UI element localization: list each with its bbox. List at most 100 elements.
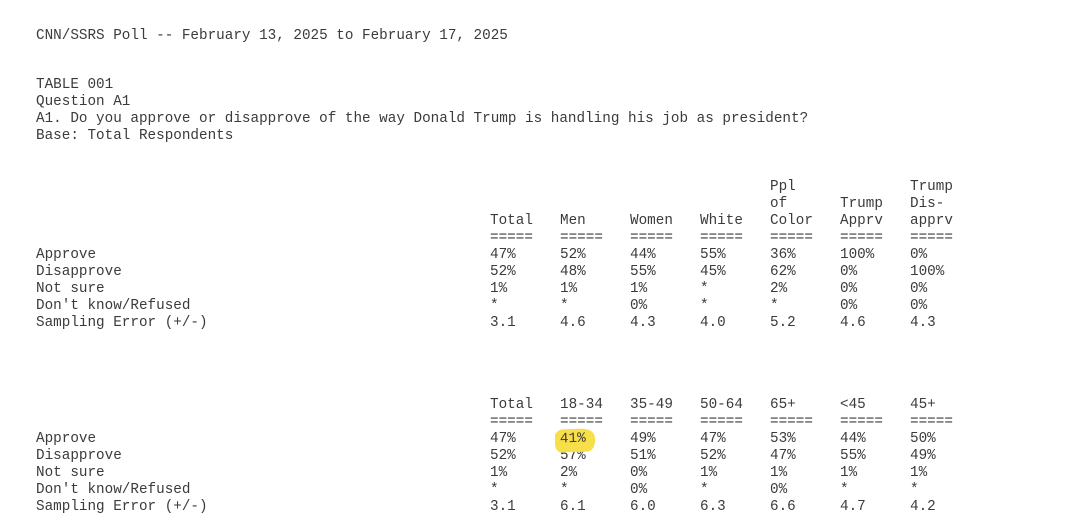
- value-cell: 100%: [840, 247, 875, 263]
- value-cell: 1%: [910, 465, 928, 481]
- value-cell: 0%: [840, 264, 858, 280]
- value-cell: 51%: [630, 448, 656, 464]
- base-text: Base: Total Respondents: [36, 128, 234, 144]
- table-row: Don't know/Refused * * 0% * * 0% 0%: [36, 298, 980, 315]
- row-label: Approve: [36, 431, 97, 447]
- column-header: 65+: [770, 397, 796, 413]
- header-underline: =====: [700, 414, 743, 430]
- value-cell: *: [700, 482, 709, 498]
- value-cell: 1%: [490, 281, 508, 297]
- table-row: Approve 47% 41% 49% 47% 53% 44% 50%: [36, 428, 980, 453]
- row-label: Don't know/Refused: [36, 482, 191, 498]
- value-cell: 0%: [630, 482, 648, 498]
- value-cell: 1%: [560, 281, 578, 297]
- value-cell: 6.0: [630, 499, 656, 515]
- value-cell: 3.1: [490, 315, 516, 331]
- value-cell: 52%: [700, 448, 726, 464]
- value-cell: 0%: [770, 482, 788, 498]
- value-cell: 4.2: [910, 499, 936, 515]
- value-cell: 0%: [910, 298, 928, 314]
- table-header-row: Total 18-34 35-49 50-64 65+ <45 45+: [36, 397, 980, 414]
- table-row: Not sure 1% 1% 1% * 2% 0% 0%: [36, 281, 980, 298]
- value-cell: *: [840, 482, 849, 498]
- value-cell: 55%: [840, 448, 866, 464]
- column-header: Men: [560, 213, 586, 229]
- value-cell: *: [560, 482, 569, 498]
- value-cell: 0%: [630, 298, 648, 314]
- table-header-row: Total Men Women White Ppl of Color Trump…: [36, 179, 980, 230]
- value-cell: 47%: [490, 247, 516, 263]
- value-cell: *: [700, 281, 709, 297]
- value-cell: 4.6: [560, 315, 586, 331]
- value-cell: 1%: [840, 465, 858, 481]
- table-demographics: Total Men Women White Ppl of Color Trump…: [36, 179, 980, 332]
- table-separator-row: ===== ===== ===== ===== ===== ===== ====…: [36, 230, 980, 247]
- value-cell: 100%: [910, 264, 945, 280]
- table-row: Don't know/Refused * * 0% * 0% * *: [36, 482, 980, 499]
- row-label-spacer: [36, 230, 490, 247]
- header-underline: =====: [560, 414, 603, 430]
- value-cell: 55%: [700, 247, 726, 263]
- value-cell: *: [910, 482, 919, 498]
- value-cell: 41%: [554, 428, 630, 453]
- value-cell: 4.0: [700, 315, 726, 331]
- column-header: 18-34: [560, 397, 603, 413]
- value-cell: 1%: [770, 465, 788, 481]
- value-cell: *: [560, 298, 569, 314]
- column-header: 50-64: [700, 397, 743, 413]
- value-cell: 45%: [700, 264, 726, 280]
- column-header: 45+: [910, 397, 936, 413]
- table-number-label: TABLE 001: [36, 77, 114, 93]
- table-row: Sampling Error (+/-) 3.1 4.6 4.3 4.0 5.2…: [36, 315, 980, 332]
- table-row: Disapprove 52% 57% 51% 52% 47% 55% 49%: [36, 448, 980, 465]
- row-label: Don't know/Refused: [36, 298, 191, 314]
- column-header: Total: [490, 397, 533, 413]
- header-underline: =====: [630, 230, 673, 246]
- header-underline: =====: [910, 230, 953, 246]
- column-header: Trump Dis- apprv: [910, 179, 953, 229]
- value-cell: *: [770, 298, 779, 314]
- question-text: A1. Do you approve or disapprove of the …: [36, 111, 809, 127]
- value-cell: 47%: [770, 448, 796, 464]
- column-header: Women: [630, 213, 673, 229]
- table-separator-row: ===== ===== ===== ===== ===== ===== ====…: [36, 414, 980, 431]
- value-cell: 4.3: [910, 315, 936, 331]
- highlighted-value: 41%: [554, 428, 596, 453]
- value-cell: *: [490, 298, 499, 314]
- header-underline: =====: [490, 414, 533, 430]
- question-label: Question A1: [36, 94, 131, 110]
- value-cell: 4.6: [840, 315, 866, 331]
- value-cell: 4.3: [630, 315, 656, 331]
- column-header: 35-49: [630, 397, 673, 413]
- row-label: Disapprove: [36, 448, 122, 464]
- header-underline: =====: [700, 230, 743, 246]
- row-label: Approve: [36, 247, 97, 263]
- value-cell: 52%: [490, 448, 516, 464]
- value-cell: 52%: [490, 264, 516, 280]
- header-underline: =====: [490, 230, 533, 246]
- column-header: White: [700, 213, 743, 229]
- row-label: Not sure: [36, 465, 105, 481]
- value-cell: 52%: [560, 247, 586, 263]
- header-underline: =====: [840, 230, 883, 246]
- header-underline: =====: [840, 414, 883, 430]
- value-cell: 1%: [630, 281, 648, 297]
- column-header: Trump Apprv: [840, 196, 883, 229]
- value-cell: 47%: [490, 431, 516, 447]
- value-cell: 0%: [840, 281, 858, 297]
- value-cell: 62%: [770, 264, 796, 280]
- value-cell: *: [490, 482, 499, 498]
- value-cell: 2%: [560, 465, 578, 481]
- header-underline: =====: [560, 230, 603, 246]
- value-cell: 50%: [910, 431, 936, 447]
- column-header: Ppl of Color: [770, 179, 813, 229]
- row-label: Disapprove: [36, 264, 122, 280]
- value-cell: 5.2: [770, 315, 796, 331]
- table-row: Not sure 1% 2% 0% 1% 1% 1% 1%: [36, 465, 980, 482]
- value-cell: 44%: [630, 247, 656, 263]
- table-row: Sampling Error (+/-) 3.1 6.1 6.0 6.3 6.6…: [36, 499, 980, 516]
- row-label: Not sure: [36, 281, 105, 297]
- value-cell: 2%: [770, 281, 788, 297]
- row-label-spacer: [36, 414, 490, 431]
